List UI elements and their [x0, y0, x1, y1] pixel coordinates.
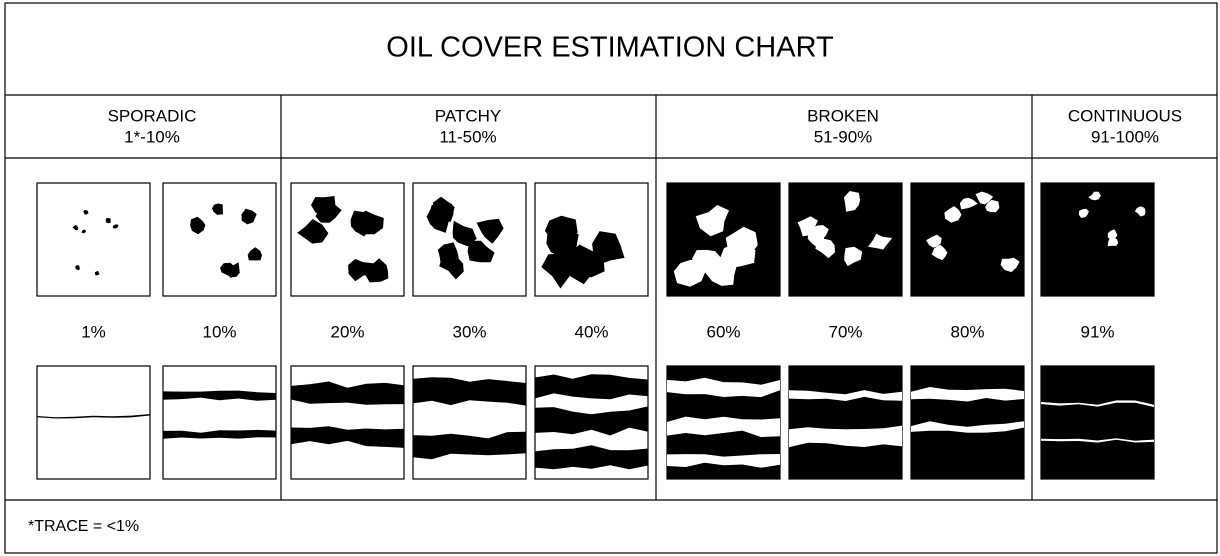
coverage-tile: [1041, 183, 1154, 296]
coverage-label: 80%: [950, 322, 984, 341]
tile-frame: [1041, 366, 1154, 479]
title: OIL COVER ESTIMATION CHART: [386, 32, 834, 64]
coverage-tile: [163, 183, 276, 296]
coverage-label: 30%: [452, 322, 486, 341]
group-name: PATCHY: [435, 106, 501, 125]
band-tile: [667, 366, 780, 479]
group-range: 91-100%: [1091, 127, 1159, 146]
coverage-label: 40%: [574, 322, 608, 341]
band-tile: [911, 366, 1024, 479]
coverage-tile: [37, 183, 150, 296]
group-range: 1*-10%: [124, 127, 180, 146]
coverage-tile: [789, 183, 902, 296]
oil-cover-chart: OIL COVER ESTIMATION CHART *TRACE = <1% …: [0, 0, 1220, 556]
group-range: 51-90%: [814, 127, 873, 146]
band-tile: [789, 366, 902, 479]
tile-frame: [291, 366, 404, 479]
coverage-tile: [535, 183, 648, 296]
coverage-label: 10%: [202, 322, 236, 341]
footnote: *TRACE = <1%: [28, 518, 139, 535]
group-name: CONTINUOUS: [1068, 106, 1182, 125]
tile-frame: [163, 366, 276, 479]
coverage-tile: [667, 183, 780, 296]
tile-frame: [37, 366, 150, 479]
group-range: 11-50%: [439, 127, 496, 146]
band-tile: [163, 366, 276, 479]
coverage-tile: [911, 183, 1024, 296]
coverage-label: 1%: [81, 322, 106, 341]
band-tile: [37, 366, 150, 479]
band-tile: [535, 366, 648, 479]
band-tile: [413, 366, 526, 479]
tile-frame: [1041, 183, 1154, 296]
tile-frame: [37, 183, 150, 296]
coverage-label: 60%: [706, 322, 740, 341]
tile-frame: [789, 366, 902, 479]
coverage-tile: [413, 183, 526, 296]
coverage-label: 91%: [1080, 322, 1114, 341]
group-name: BROKEN: [807, 106, 879, 125]
coverage-tile: [291, 183, 404, 296]
group-name: SPORADIC: [108, 106, 197, 125]
coverage-label: 20%: [330, 322, 364, 341]
band-tile: [1041, 366, 1154, 479]
band-tile: [291, 366, 404, 479]
oil-patch: [106, 218, 111, 223]
coverage-label: 70%: [828, 322, 862, 341]
tile-frame: [163, 183, 276, 296]
